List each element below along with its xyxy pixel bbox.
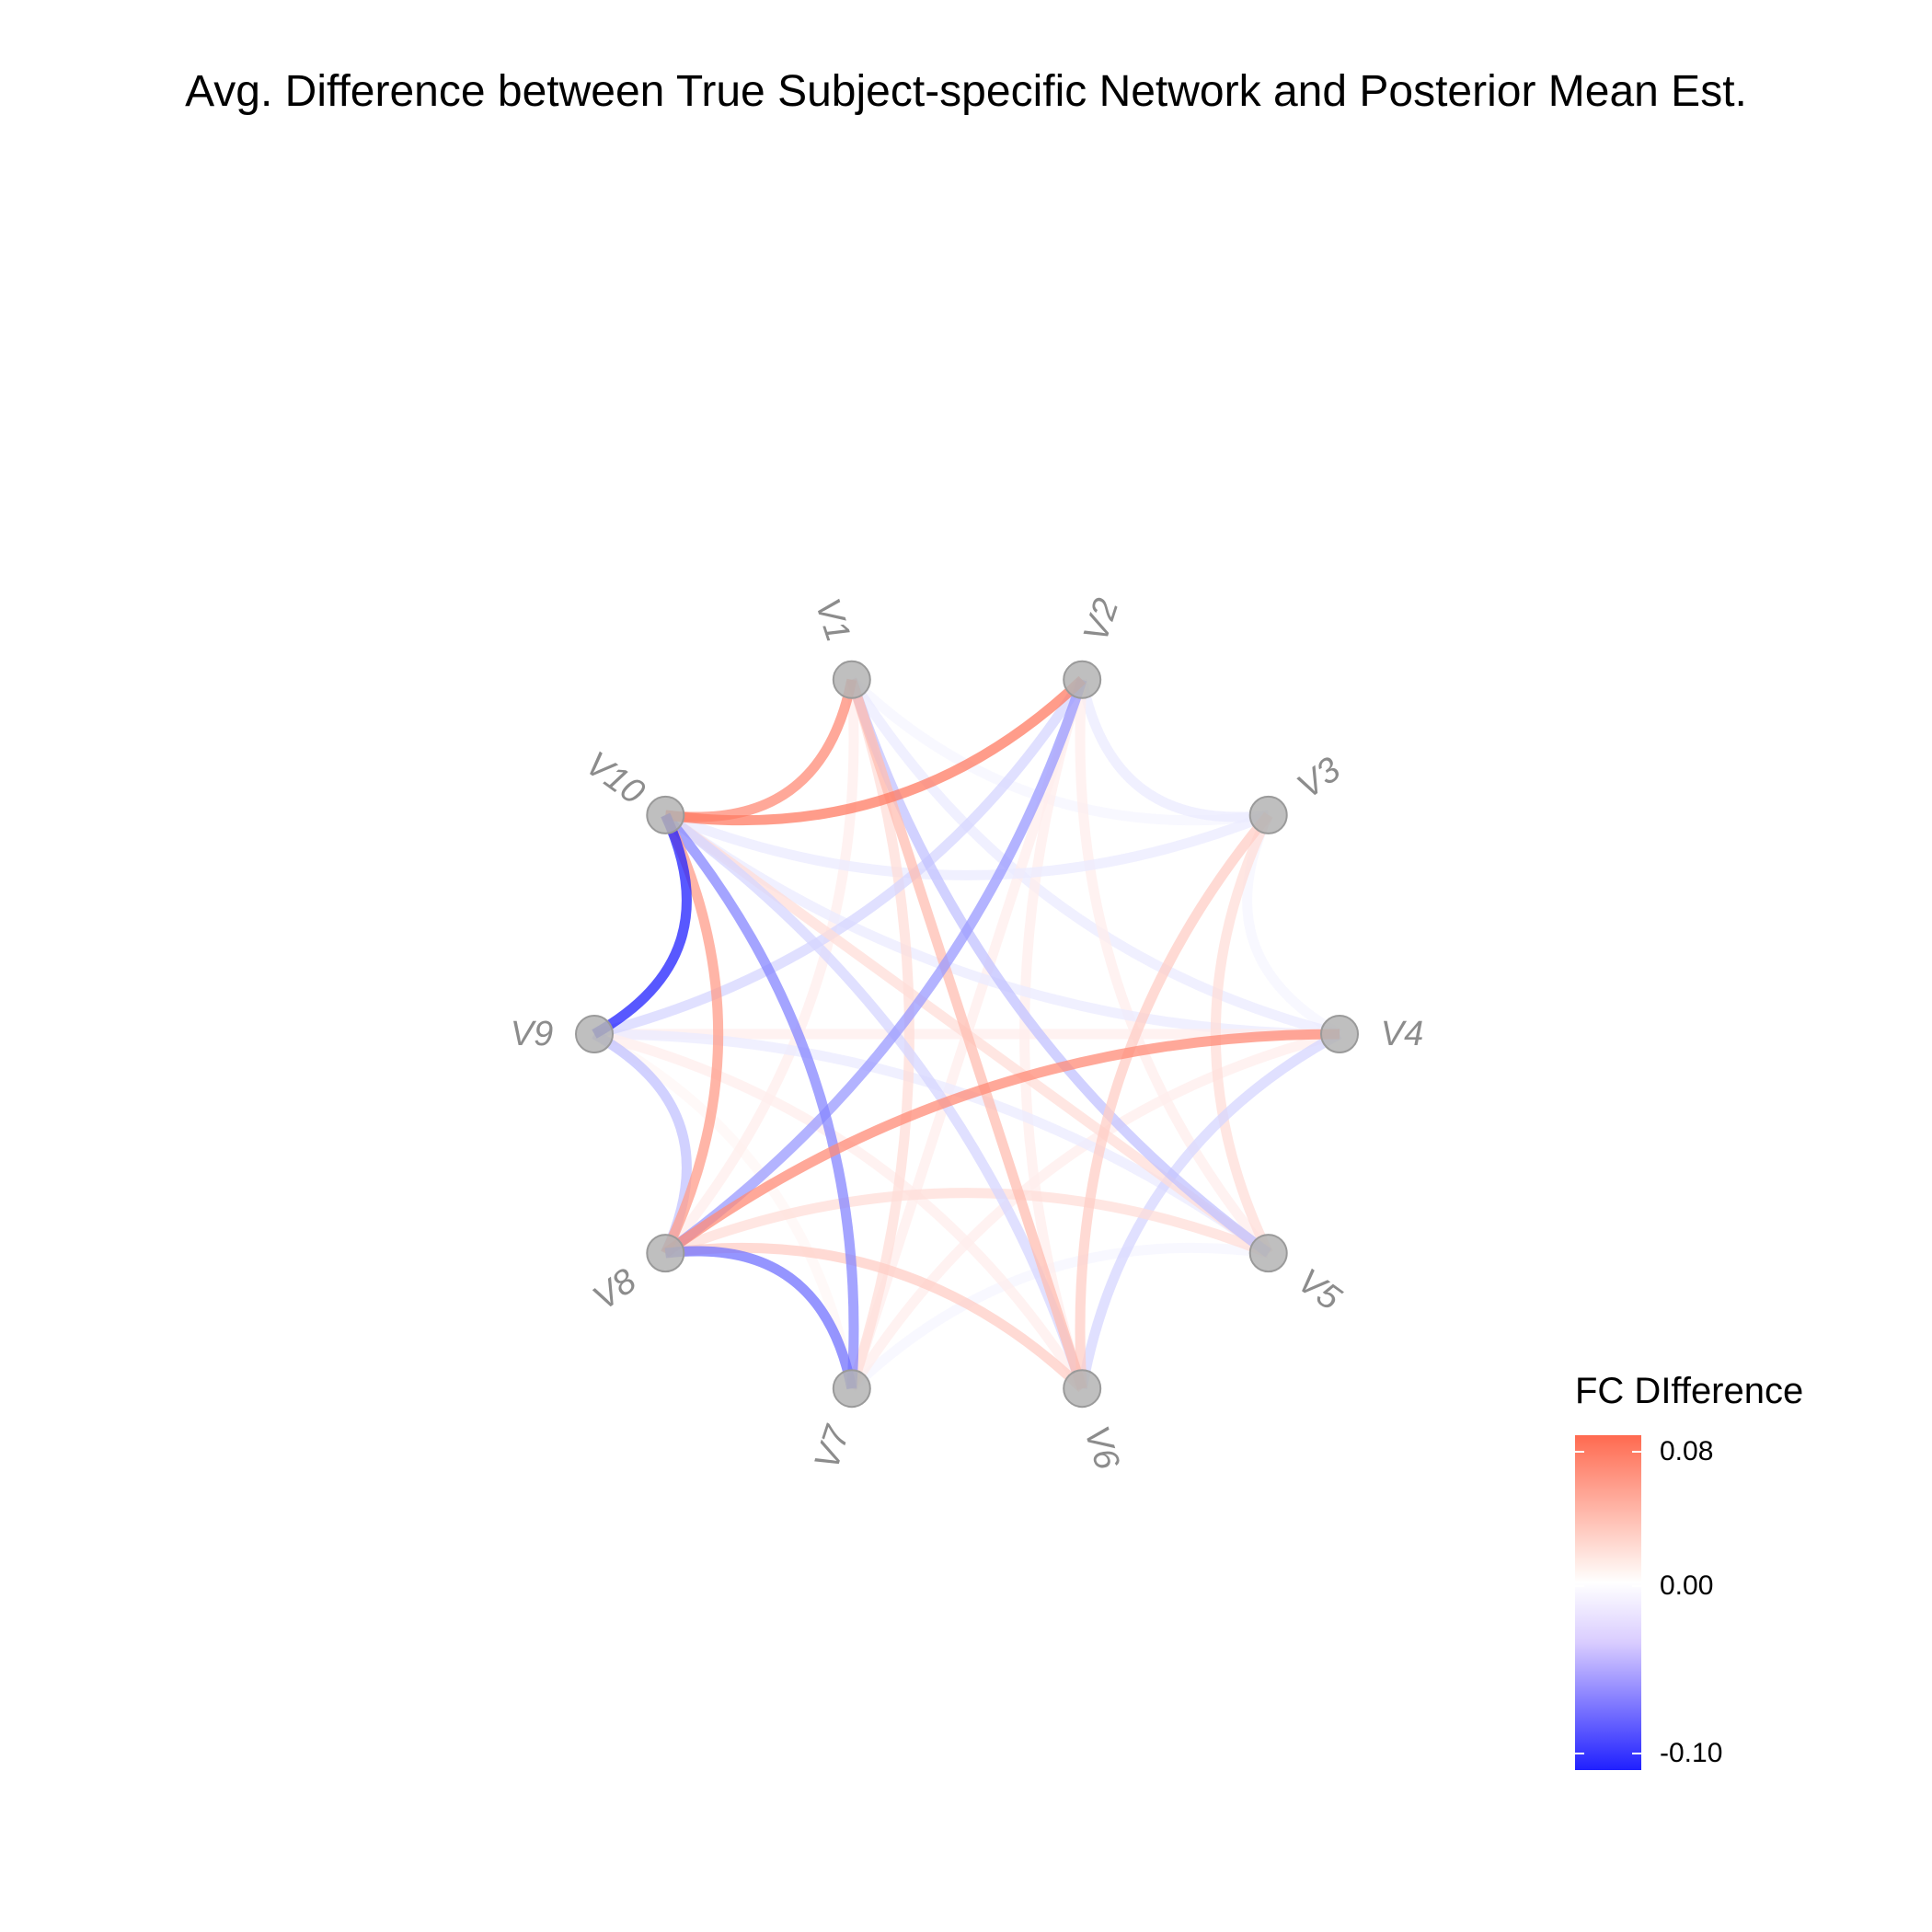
- legend-title: FC DIfference: [1575, 1371, 1804, 1411]
- legend-colorbar: [1575, 1435, 1641, 1770]
- nodes-layer: [575, 660, 1359, 1409]
- node-label-v9: V9: [511, 1015, 553, 1053]
- edge-v6-v9: [592, 1029, 1087, 1392]
- edge-v2-v5: [1075, 679, 1272, 1257]
- node-label-v6: V6: [1076, 1421, 1127, 1475]
- node-v5: [1248, 1234, 1288, 1273]
- edge-v4-v7: [847, 1029, 1341, 1392]
- edges-layer: [592, 675, 1342, 1393]
- edge-v7-v9: [592, 1029, 857, 1390]
- chart-title: Avg. Difference between True Subject-spe…: [185, 67, 1747, 116]
- edge-v9-v10: [592, 812, 692, 1039]
- node-label-v1: V1: [808, 594, 857, 647]
- node-label-v4: V4: [1381, 1015, 1423, 1053]
- legend-tick-label: 0.08: [1660, 1436, 1714, 1467]
- edge-v3-v5: [1210, 812, 1273, 1256]
- edge-v4-v8: [662, 1029, 1340, 1258]
- node-v2: [1063, 660, 1102, 699]
- legend-tick-label: -0.10: [1660, 1737, 1723, 1768]
- edge-v2-v3: [1076, 678, 1270, 822]
- node-v8: [646, 1234, 685, 1273]
- edge-v1-v10: [664, 678, 857, 822]
- edge-v2-v8: [662, 678, 1087, 1258]
- node-label-v3: V3: [1291, 750, 1348, 806]
- legend-tick-label: 0.00: [1660, 1570, 1714, 1601]
- node-label-v8: V8: [586, 1261, 643, 1317]
- edge-v3-v10: [663, 810, 1271, 880]
- node-v3: [1248, 795, 1288, 834]
- color-legend: FC DIfference 0.08 0.00 -0.10: [1575, 1371, 1851, 1785]
- edge-v8-v10: [661, 812, 724, 1256]
- edge-v2-v10: [664, 675, 1086, 826]
- edge-v5-v8: [663, 1188, 1271, 1259]
- edge-v6-v8: [664, 1242, 1086, 1393]
- node-v1: [832, 660, 871, 699]
- node-v4: [1320, 1015, 1359, 1053]
- node-label-v5: V5: [1291, 1261, 1349, 1318]
- node-label-v2: V2: [1076, 594, 1126, 647]
- edge-v2-v9: [592, 676, 1087, 1040]
- edge-v8-v9: [592, 1029, 692, 1256]
- edge-v7-v8: [664, 1246, 857, 1390]
- edge-v1-v8: [661, 679, 859, 1257]
- node-v10: [646, 795, 685, 834]
- node-label-v7: V7: [808, 1420, 858, 1474]
- edge-v1-v4: [847, 676, 1341, 1040]
- node-label-v10: V10: [579, 744, 651, 812]
- edge-v3-v6: [1075, 811, 1272, 1389]
- edge-v3-v4: [1242, 812, 1342, 1039]
- node-v6: [1063, 1369, 1102, 1409]
- node-v7: [832, 1369, 871, 1409]
- edge-v1-v6: [846, 678, 1087, 1390]
- edge-v7-v10: [661, 811, 859, 1389]
- node-v9: [575, 1015, 614, 1053]
